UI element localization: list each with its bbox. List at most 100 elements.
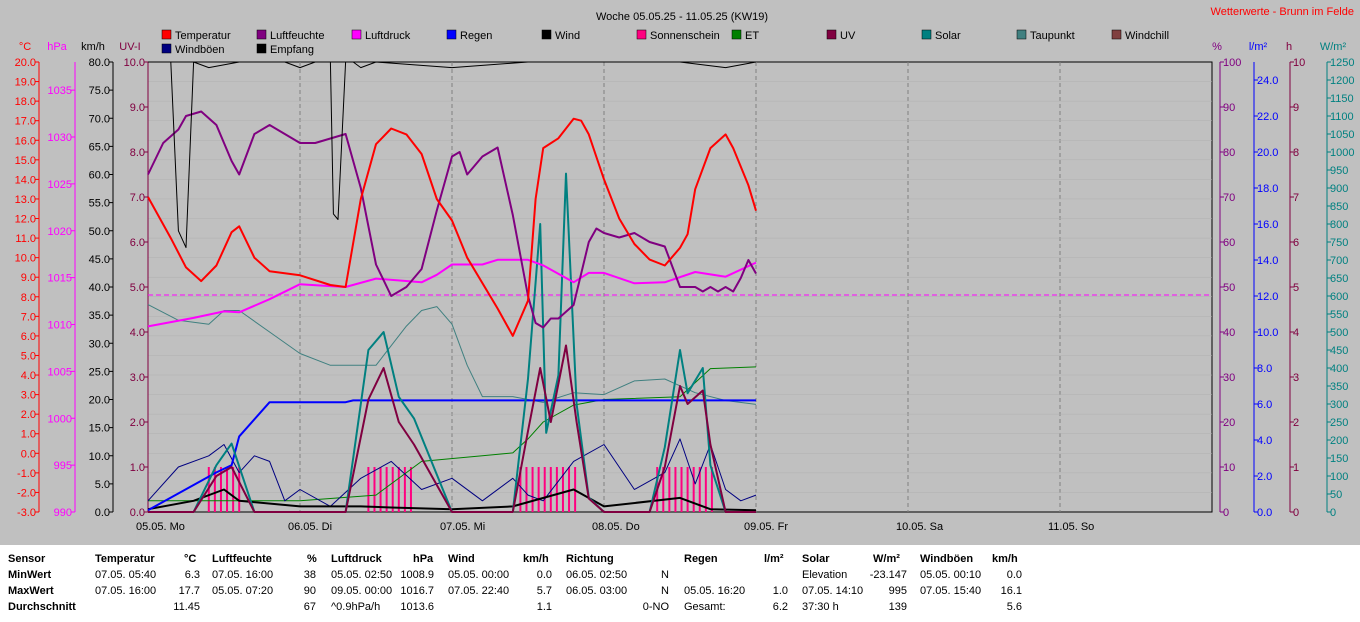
x-tick-label: 05.05. Mo — [136, 521, 185, 533]
table-cell-value: -23.147 — [869, 569, 907, 581]
y-tick-label: 10.0 — [15, 253, 36, 265]
y-tick-label: 4.0 — [1257, 435, 1272, 447]
y-tick-label: 1005 — [48, 366, 72, 378]
legend-label: Luftfeuchte — [270, 30, 324, 42]
y-tick-label: 70 — [1223, 192, 1235, 204]
y-tick-label: 0 — [1293, 507, 1299, 519]
y-tick-label: 5.0 — [21, 350, 36, 362]
y-tick-label: 40.0 — [89, 282, 110, 294]
y-tick-label: 0 — [1223, 507, 1229, 519]
y-tick-label: 5.0 — [95, 479, 110, 491]
table-cell-time: Elevation — [802, 569, 848, 581]
y-tick-label: 100 — [1330, 471, 1348, 483]
y-tick-label: 1200 — [1330, 75, 1354, 87]
y-tick-label: 1100 — [1330, 111, 1354, 123]
y-tick-label: 10 — [1223, 462, 1235, 474]
y-tick-label: 11.0 — [15, 233, 36, 245]
legend-label: Solar — [935, 30, 961, 42]
legend-label: Luftdruck — [365, 30, 411, 42]
table-cell-value: 38 — [303, 569, 316, 581]
table-cell-value: 17.7 — [178, 585, 200, 597]
table-cell-value: 1016.7 — [400, 585, 434, 597]
y-tick-label: 990 — [54, 507, 72, 519]
y-tick-label: 65.0 — [89, 141, 110, 153]
y-tick-label: 0.0 — [95, 507, 110, 519]
y-tick-label: 4 — [1293, 327, 1299, 339]
series-line-temperatur — [147, 117, 757, 337]
y-tick-label: 4.0 — [130, 327, 145, 339]
y-tick-label: -3.0 — [17, 507, 36, 519]
y-tick-label: 850 — [1330, 201, 1348, 213]
table-header-humidity-unit: % — [307, 553, 317, 565]
y-tick-label: 60 — [1223, 237, 1235, 249]
y-tick-label: -1.0 — [17, 468, 36, 480]
table-cell-value: 1.1 — [536, 601, 552, 613]
table-header-direction: Richtung — [566, 553, 614, 565]
table-header-pressure-unit: hPa — [413, 553, 434, 565]
series-line-uv — [148, 344, 756, 513]
legend-label: Regen — [460, 30, 492, 42]
y-tick-label: 6.0 — [21, 331, 36, 343]
legend-swatch — [636, 29, 647, 40]
legend-label: Temperatur — [175, 30, 231, 42]
y-tick-label: 80.0 — [89, 57, 110, 69]
weather-chart: Woche 05.05.25 - 11.05.25 (KW19) Wetterw… — [14, 6, 1355, 533]
legend-label: Windchill — [1125, 30, 1169, 42]
x-tick-label: 08.05. Do — [592, 521, 640, 533]
y-tick-label: 200 — [1330, 435, 1348, 447]
legend-label: ET — [745, 30, 759, 42]
legend: Temperatur Luftfeuchte Luftdruck Regen Wind S… — [161, 29, 1169, 56]
y-tick-label: 19.0 — [15, 77, 36, 89]
legend-label: Taupunkt — [1030, 30, 1075, 42]
y-tick-label: 9 — [1293, 102, 1299, 114]
y-tick-label: 300 — [1330, 399, 1348, 411]
table-header-sensor: Sensor — [8, 553, 46, 565]
table-header-temperature-unit: °C — [184, 553, 197, 565]
y-tick-label: 1030 — [48, 132, 72, 144]
table-cell-time: 06.05. 03:00 — [566, 585, 628, 597]
y-tick-label: 1015 — [48, 273, 72, 285]
y-tick-label: 550 — [1330, 309, 1348, 321]
series-line-wind — [147, 488, 757, 512]
y-tick-label: 60.0 — [89, 170, 110, 182]
y-tick-label: 0.0 — [130, 507, 145, 519]
y-tick-label: 750 — [1330, 237, 1348, 249]
y-tick-label: 25.0 — [89, 366, 110, 378]
y-tick-label: 2.0 — [1257, 471, 1272, 483]
legend-label: Empfang — [270, 44, 314, 56]
y-tick-label: 900 — [1330, 183, 1348, 195]
y-tick-label: 7.0 — [130, 192, 145, 204]
table-header-rain: Regen — [684, 553, 718, 565]
table-header-solar-unit: W/m² — [873, 553, 900, 565]
table-cell-value: 6.2 — [772, 601, 788, 613]
y-tick-label: 40 — [1223, 327, 1235, 339]
y-tick-label: 20 — [1223, 417, 1235, 429]
table-header-rain-unit: l/m² — [764, 553, 784, 565]
axis-unit-label: °C — [19, 41, 31, 53]
y-tick-label: 0 — [1330, 507, 1336, 519]
table-cell-value: 16.1 — [1000, 585, 1022, 597]
y-tick-label: 8.0 — [1257, 363, 1272, 375]
y-tick-label: 100 — [1223, 57, 1241, 69]
y-tick-label: 1025 — [48, 179, 72, 191]
y-tick-label: 1 — [1293, 462, 1299, 474]
table-header-wind-unit: km/h — [523, 553, 549, 565]
table-row-label: Durchschnitt — [8, 601, 76, 613]
series-line-luftfeuchte — [147, 110, 757, 329]
y-tick-label: 450 — [1330, 345, 1348, 357]
table-header-pressure: Luftdruck — [331, 553, 382, 565]
legend-label: Wind — [555, 30, 580, 42]
chart-title: Woche 05.05.25 - 11.05.25 (KW19) — [596, 11, 768, 23]
series-line-empfang — [148, 61, 757, 249]
y-tick-label: 18.0 — [15, 96, 36, 108]
y-tick-label: 75.0 — [89, 85, 110, 97]
y-tick-label: 18.0 — [1257, 183, 1278, 195]
table-cell-time: 07.05. 05:40 — [95, 569, 157, 581]
y-tick-label: -2.0 — [17, 487, 36, 499]
legend-label: UV — [840, 30, 856, 42]
y-tick-label: 30 — [1223, 372, 1235, 384]
y-tick-label: 6.0 — [130, 237, 145, 249]
y-tick-label: 17.0 — [15, 116, 36, 128]
series-line-windböen — [147, 438, 757, 507]
legend-swatch — [731, 29, 742, 40]
